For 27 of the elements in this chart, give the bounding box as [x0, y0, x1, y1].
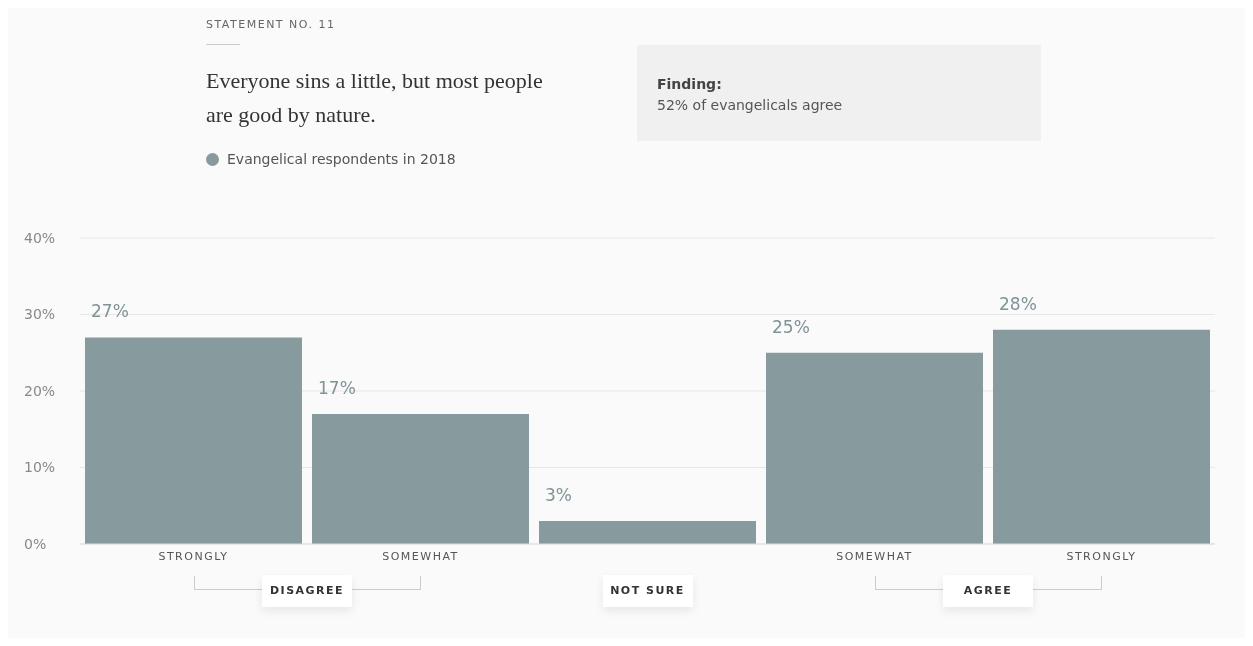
y-tick-label: 20%: [24, 382, 56, 399]
x-tick-label: SOMEWHAT: [382, 549, 459, 563]
y-tick-label: 10%: [24, 459, 56, 476]
data-label: 25%: [772, 316, 810, 337]
bar: [539, 521, 756, 544]
x-tick-label: SOMEWHAT: [836, 549, 913, 563]
data-label: 28%: [999, 293, 1037, 314]
y-tick-label: 40%: [24, 229, 56, 246]
data-label: 17%: [318, 377, 356, 398]
y-tick-label: 30%: [24, 306, 56, 323]
text: AGREE: [943, 575, 1033, 607]
bar: [993, 329, 1210, 544]
data-label: 27%: [91, 301, 129, 322]
text: Finding:: [657, 76, 722, 92]
text: 52% of evangelicals agree: [657, 97, 843, 113]
text: DISAGREE: [262, 575, 352, 607]
bar: [312, 413, 529, 544]
text: NOT SURE: [602, 575, 693, 607]
x-tick-label: STRONGLY: [1066, 549, 1137, 563]
y-tick-label: 0%: [24, 535, 47, 552]
legend-label: Evangelical respondents in 2018: [226, 151, 456, 167]
bar: [85, 337, 302, 544]
text: STATEMENT NO. 11: [206, 18, 336, 31]
bar: [766, 352, 983, 544]
chart-title: Everyone sins a little, but most people are good by nature.: [206, 67, 544, 129]
data-label: 3%: [545, 485, 572, 506]
x-tick-label: STRONGLY: [158, 549, 229, 563]
